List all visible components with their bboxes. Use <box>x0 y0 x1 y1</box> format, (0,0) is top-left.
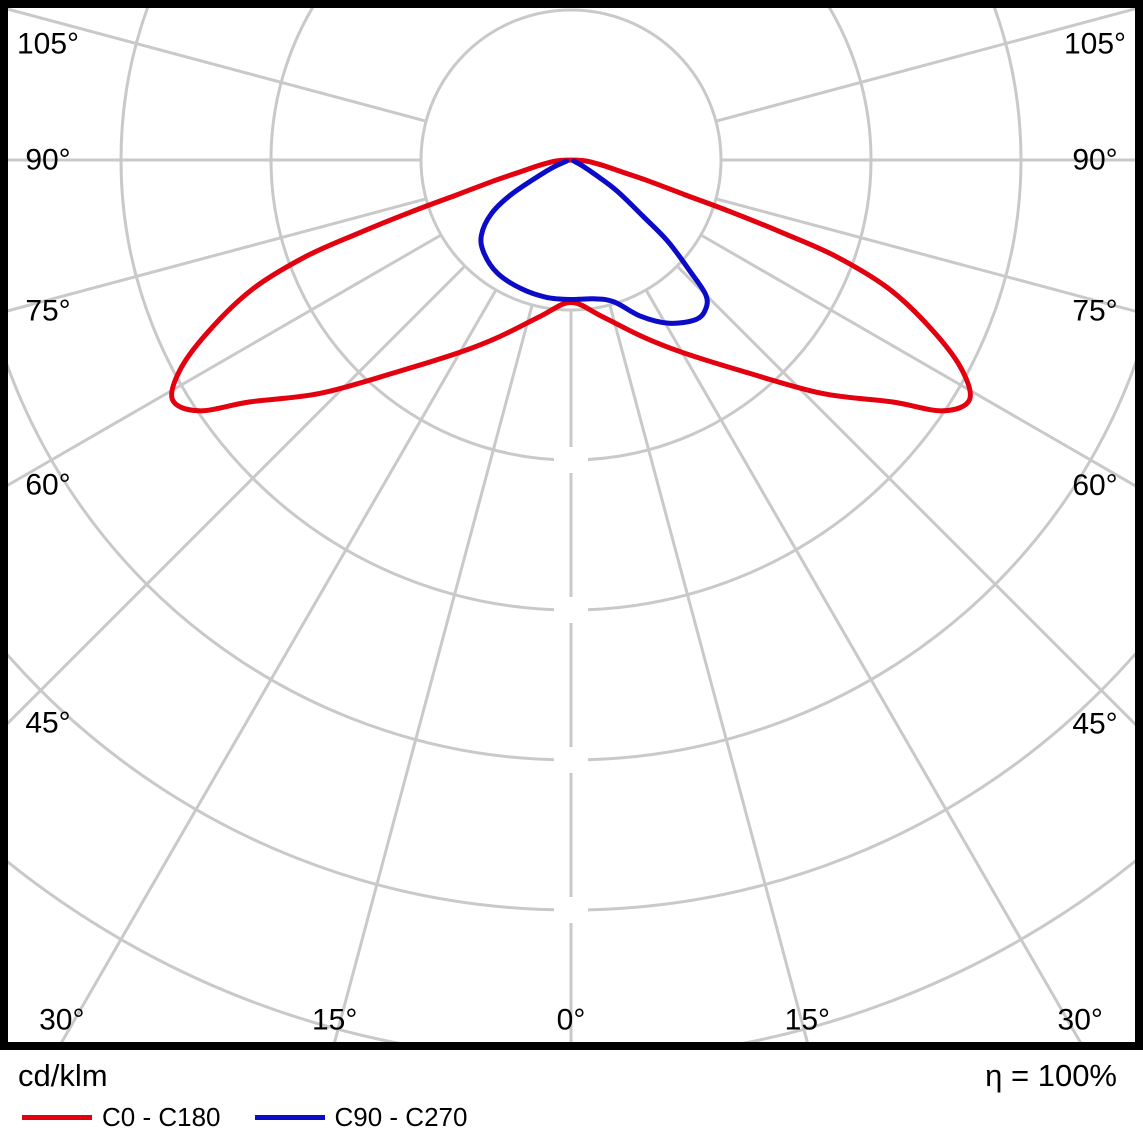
legend-line-c0-c180 <box>22 1115 92 1120</box>
chart-footer: cd/klm η = 100% C0 - C180 C90 - C270 <box>0 1050 1143 1143</box>
grid-radial-line <box>715 8 1135 123</box>
grid-radial-line <box>8 197 427 313</box>
efficiency-label: η = 100% <box>985 1058 1117 1093</box>
chart-border <box>0 0 1143 1050</box>
angle-label: 90° <box>1072 144 1117 177</box>
legend-label-c90-c270: C90 - C270 <box>334 1102 468 1132</box>
legend-item-c0-c180: C0 - C180 <box>22 1102 221 1133</box>
angle-label: 105° <box>17 28 79 61</box>
series-curve-1 <box>478 158 710 326</box>
grid-radial-line <box>8 233 442 487</box>
angle-label: 60° <box>25 469 70 502</box>
grid-radial-line <box>333 304 534 1042</box>
angle-label: 105° <box>1064 28 1126 61</box>
angle-label: 45° <box>1072 708 1117 741</box>
angle-label: 30° <box>39 1004 84 1037</box>
grid-radial-line <box>676 265 1135 727</box>
grid-radial-line <box>8 8 427 123</box>
angle-label: 0° <box>557 1004 586 1037</box>
footer-top-row: cd/klm η = 100% <box>0 1050 1143 1094</box>
angle-label: 90° <box>25 144 70 177</box>
grid-radial-line <box>608 304 809 1042</box>
angle-label: 75° <box>1072 295 1117 328</box>
polar-grid-group <box>8 8 1135 1042</box>
legend-line-c90-c270 <box>254 1115 325 1120</box>
axis-label-gap <box>554 597 588 623</box>
angle-label: 15° <box>312 1004 357 1037</box>
angle-label: 30° <box>1058 1004 1103 1037</box>
grid-radial-line <box>60 289 498 1042</box>
legend-item-c90-c270: C90 - C270 <box>254 1102 468 1133</box>
axis-label-gap <box>554 747 588 773</box>
units-label: cd/klm <box>18 1058 108 1093</box>
grid-radial-line <box>8 265 466 726</box>
polar-chart: 105° 90° 75° 60° 45° 30° 15° 0° 15° 30° 45° 60° 75° 9… <box>0 0 1143 1050</box>
angle-label: 75° <box>25 294 70 327</box>
series-curve-0 <box>169 157 973 414</box>
angle-label: 60° <box>1072 469 1117 502</box>
legend-label-c0-c180: C0 - C180 <box>102 1102 221 1132</box>
legend: C0 - C180 C90 - C270 <box>0 1102 1143 1133</box>
angle-label: 45° <box>25 707 70 740</box>
grid-radial-line <box>700 233 1135 488</box>
angle-label: 15° <box>785 1004 830 1037</box>
grid-radial-line <box>715 197 1135 313</box>
grid-radial-line <box>644 289 1082 1042</box>
axis-label-gap <box>554 897 588 923</box>
axis-label-gap <box>554 447 588 473</box>
